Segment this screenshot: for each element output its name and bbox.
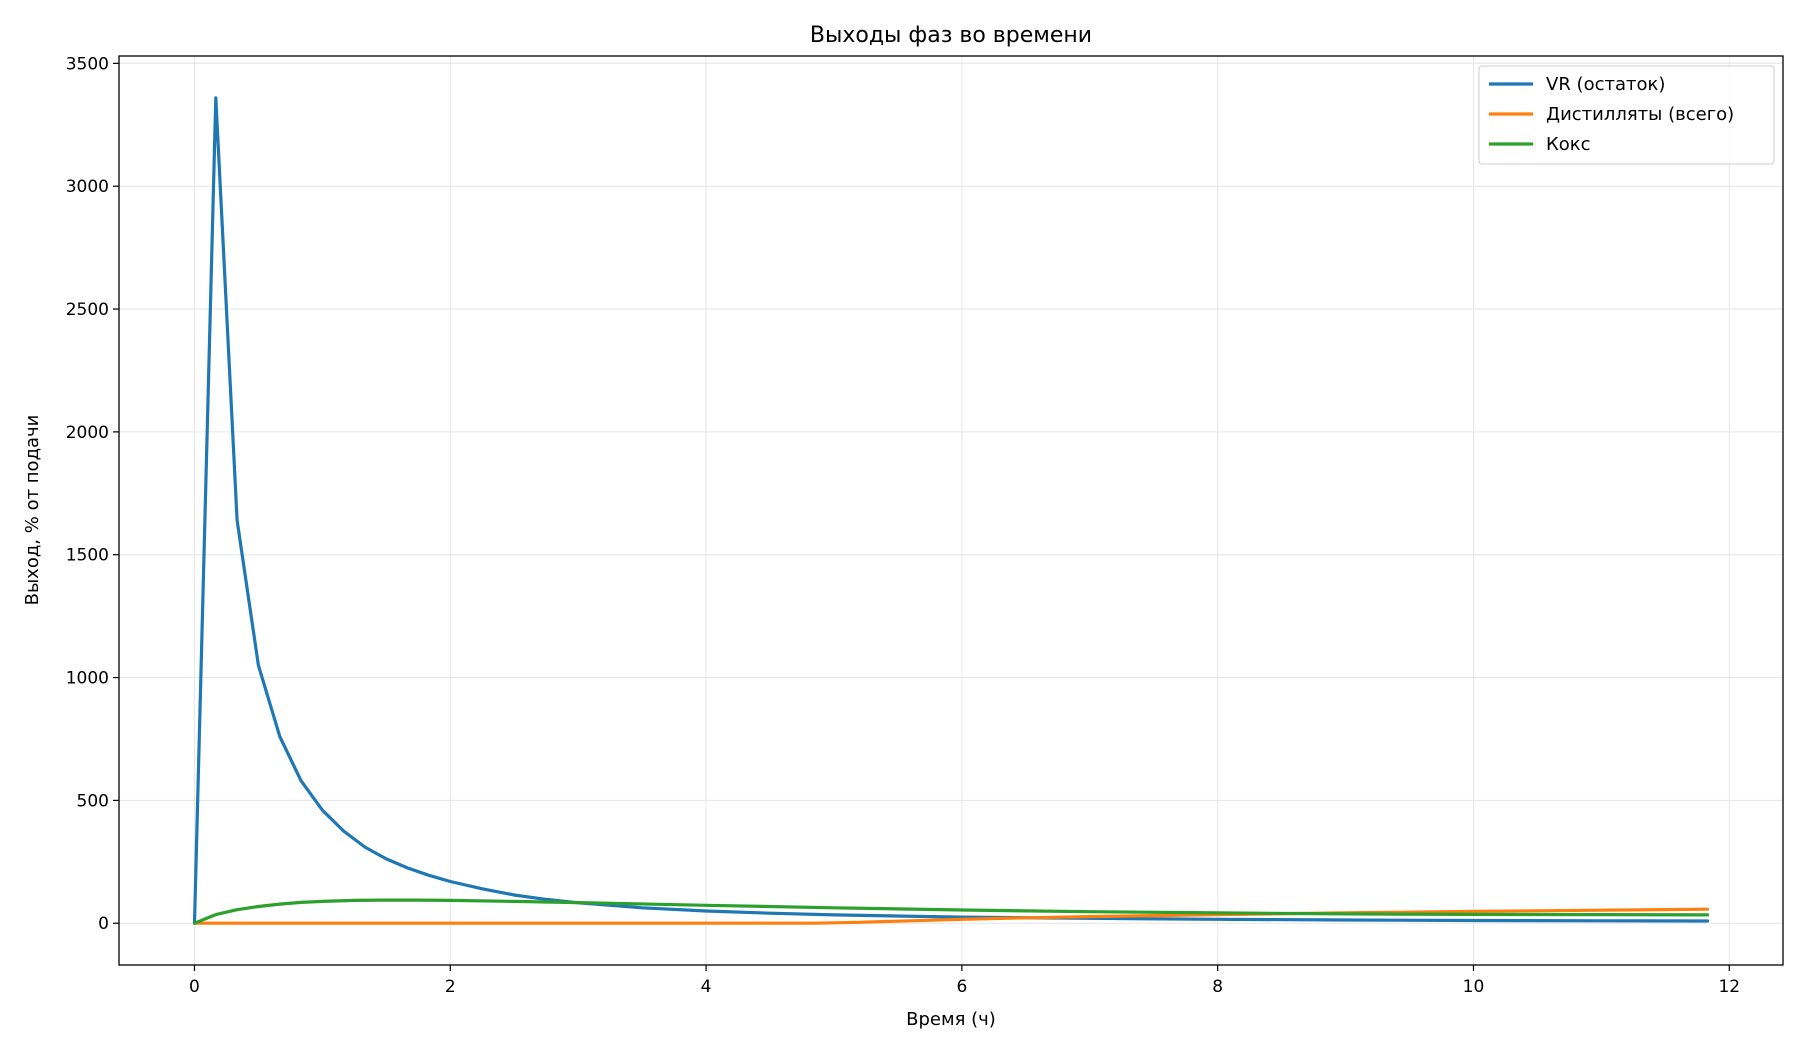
x-tick-label: 12 <box>1718 977 1740 997</box>
y-tick-label: 1500 <box>66 546 109 566</box>
series-line-distillates <box>192 907 1710 925</box>
x-tick-label: 10 <box>1463 977 1485 997</box>
x-tick-label: 4 <box>701 977 712 997</box>
y-axis: 0 500 1000 1500 2000 2500 3000 3500 <box>66 54 119 934</box>
series-line-vr <box>192 96 1710 925</box>
y-tick-label: 2000 <box>66 423 109 443</box>
legend-label-coke: Кокс <box>1546 134 1591 155</box>
x-axis-label: Время (ч) <box>906 1009 996 1030</box>
y-tick-label: 0 <box>98 914 109 934</box>
y-axis-label: Выход, % от подачи <box>22 415 43 606</box>
x-tick-label: 2 <box>445 977 456 997</box>
legend-label-distillates: Дистилляты (всего) <box>1546 104 1734 125</box>
x-axis: 0 2 4 6 8 10 12 <box>189 965 1740 997</box>
x-tick-label: 6 <box>956 977 967 997</box>
plot-background <box>119 56 1783 965</box>
x-tick-label: 8 <box>1212 977 1223 997</box>
x-tick-label: 0 <box>189 977 200 997</box>
legend: VR (остаток) Дистилляты (всего) Кокс <box>1478 65 1775 165</box>
legend-label-vr: VR (остаток) <box>1546 74 1665 95</box>
series-layer <box>192 96 1710 925</box>
series-line-coke <box>192 898 1710 925</box>
y-tick-label: 500 <box>77 791 109 811</box>
y-tick-label: 1000 <box>66 669 109 689</box>
plot-frame <box>118 55 1784 966</box>
y-tick-label: 3000 <box>66 177 109 197</box>
chart-title: Выходы фаз во времени <box>810 23 1092 48</box>
grid <box>119 56 1783 965</box>
y-tick-label: 3500 <box>66 54 109 74</box>
y-tick-label: 2500 <box>66 300 109 320</box>
legend-box <box>1478 65 1775 165</box>
